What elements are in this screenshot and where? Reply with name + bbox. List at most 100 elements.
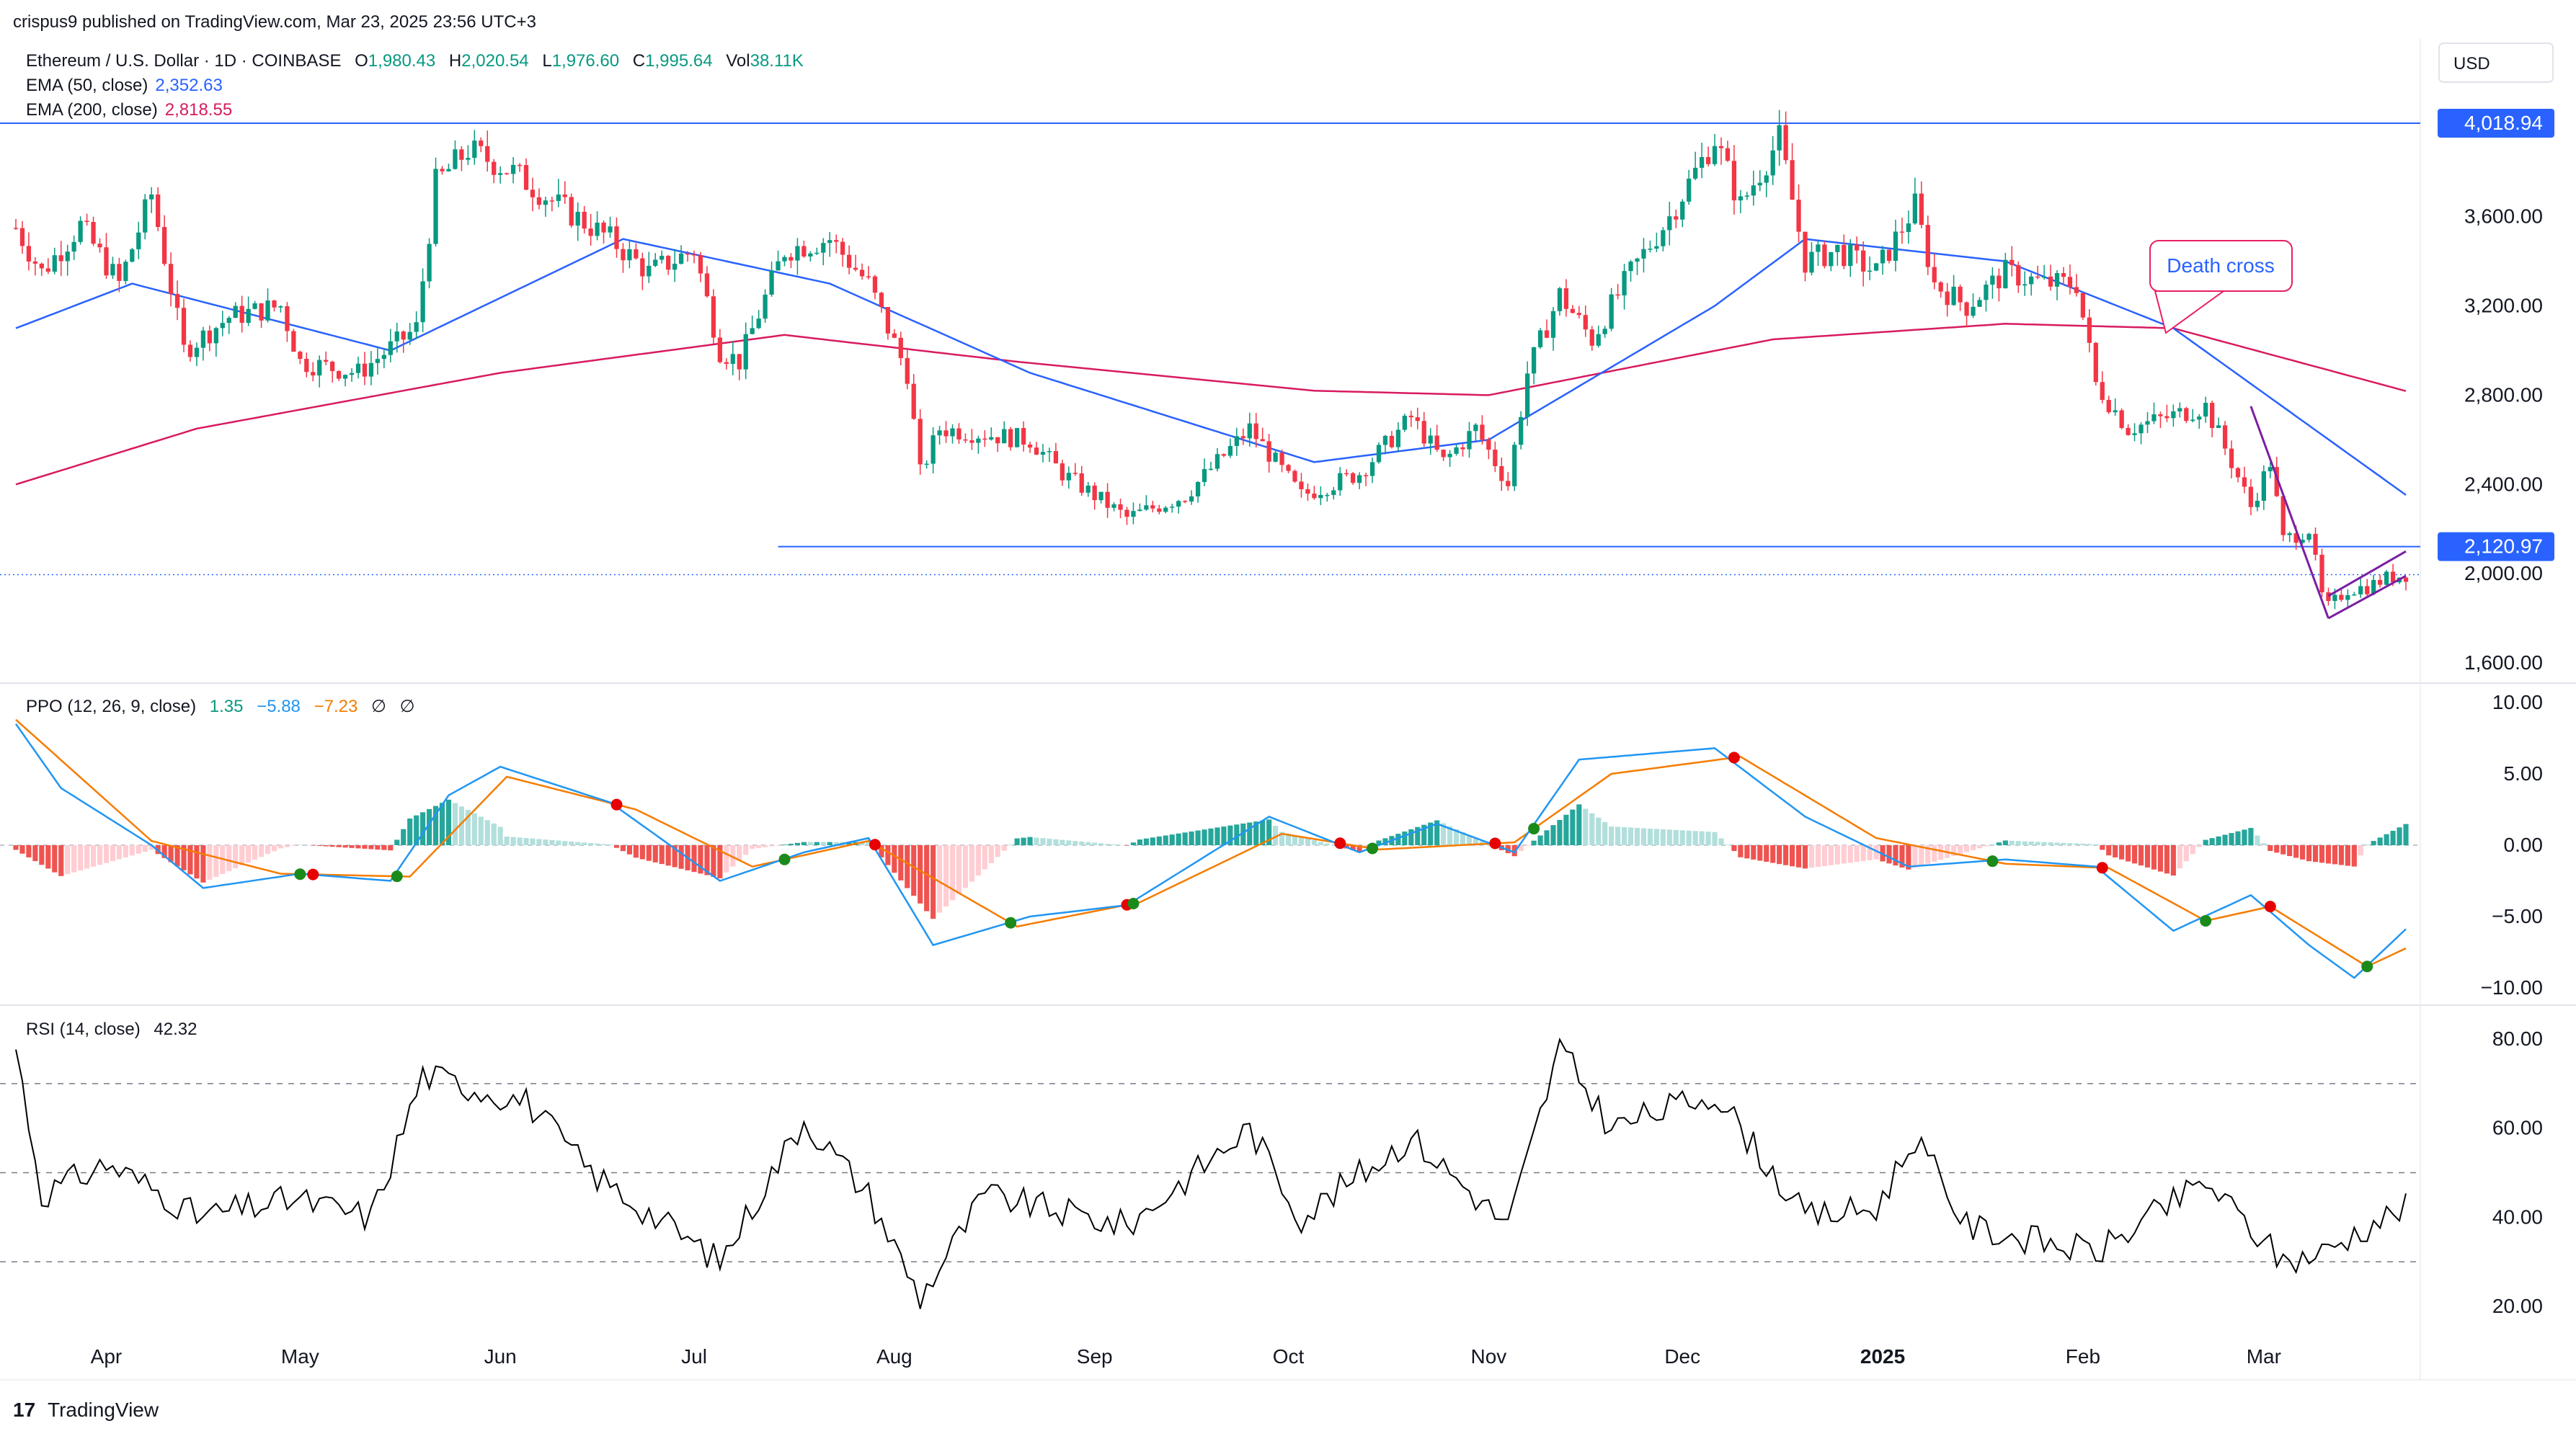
candle-body[interactable] (1777, 125, 1782, 151)
candle-body[interactable] (2242, 477, 2247, 487)
candle-body[interactable] (931, 435, 936, 464)
candle-body[interactable] (2216, 425, 2221, 428)
candle-body[interactable] (1886, 249, 1892, 261)
candle-body[interactable] (1195, 481, 1201, 496)
candle-body[interactable] (1124, 509, 1129, 517)
candle-body[interactable] (2222, 425, 2228, 449)
candle-body[interactable] (517, 164, 523, 166)
candle-body[interactable] (1292, 471, 1297, 482)
candle-body[interactable] (1131, 511, 1136, 517)
candle-body[interactable] (2300, 540, 2305, 543)
candle-body[interactable] (821, 243, 826, 253)
candle-body[interactable] (1519, 416, 1524, 445)
candle-body[interactable] (1506, 481, 1511, 486)
candle-body[interactable] (1338, 473, 1343, 491)
candle-body[interactable] (1687, 178, 1692, 202)
candle-body[interactable] (52, 255, 57, 272)
candle-body[interactable] (117, 264, 122, 281)
candle-body[interactable] (1848, 244, 1853, 267)
candle-body[interactable] (834, 240, 839, 242)
candle-body[interactable] (866, 276, 871, 277)
candle-body[interactable] (2087, 317, 2092, 343)
candle-body[interactable] (1325, 494, 1330, 496)
candle-body[interactable] (2306, 533, 2311, 540)
candle-body[interactable] (2126, 427, 2131, 435)
candle-body[interactable] (956, 428, 961, 440)
candle-body[interactable] (194, 347, 200, 357)
candle-body[interactable] (2352, 594, 2357, 596)
candle-body[interactable] (1098, 491, 1103, 501)
candle-body[interactable] (647, 265, 652, 277)
candle-body[interactable] (2326, 592, 2331, 602)
candle-body[interactable] (1525, 373, 1530, 417)
candle-body[interactable] (1738, 196, 1744, 201)
candle-body[interactable] (1376, 445, 1382, 463)
candle-body[interactable] (446, 169, 451, 171)
candle-body[interactable] (608, 226, 613, 233)
wedge-lower-line[interactable] (2327, 574, 2407, 620)
candle-body[interactable] (1693, 167, 1698, 179)
candle-body[interactable] (1002, 429, 1007, 444)
candle-body[interactable] (1667, 216, 1672, 231)
candles[interactable] (13, 110, 2409, 610)
candle-body[interactable] (2009, 259, 2015, 265)
candle-body[interactable] (569, 197, 574, 226)
candle-body[interactable] (614, 226, 619, 249)
candle-body[interactable] (1873, 263, 1879, 271)
candle-body[interactable] (375, 359, 381, 363)
candle-body[interactable] (1861, 250, 1866, 272)
candle-body[interactable] (1557, 288, 1563, 311)
candle-body[interactable] (937, 430, 942, 436)
candle-body[interactable] (704, 273, 710, 297)
candle-body[interactable] (291, 331, 296, 352)
candle-body[interactable] (989, 437, 994, 440)
candle-body[interactable] (2184, 408, 2189, 422)
rsi-line[interactable] (15, 1037, 2407, 1309)
candle-body[interactable] (1279, 453, 1284, 465)
candle-body[interactable] (1537, 330, 1543, 347)
candle-body[interactable] (782, 257, 787, 262)
candle-body[interactable] (2119, 410, 2124, 428)
candle-body[interactable] (879, 293, 884, 308)
candle-body[interactable] (1428, 435, 1433, 444)
candle-body[interactable] (1751, 185, 1756, 196)
candle-body[interactable] (1351, 473, 1356, 483)
wedge-pole-line[interactable] (2249, 406, 2329, 619)
candle-body[interactable] (1912, 193, 1918, 224)
candle-body[interactable] (892, 333, 897, 338)
candle-body[interactable] (65, 251, 70, 262)
candle-body[interactable] (536, 197, 542, 205)
candle-body[interactable] (1047, 451, 1052, 453)
candle-body[interactable] (1544, 330, 1550, 338)
candle-body[interactable] (2235, 468, 2241, 478)
candle-body[interactable] (814, 252, 820, 254)
candle-body[interactable] (440, 169, 445, 171)
candle-body[interactable] (1441, 450, 1446, 458)
candle-body[interactable] (1699, 156, 1705, 168)
ppo-histogram[interactable] (13, 799, 2409, 919)
candle-body[interactable] (2261, 471, 2266, 501)
candle-body[interactable] (200, 330, 206, 348)
candle-body[interactable] (207, 330, 213, 344)
candle-body[interactable] (2378, 579, 2383, 585)
candle-body[interactable] (685, 253, 690, 255)
candle-body[interactable] (1369, 462, 1375, 476)
candle-body[interactable] (1576, 313, 1581, 316)
candle-body[interactable] (1221, 454, 1227, 456)
candle-body[interactable] (543, 200, 548, 205)
candle-body[interactable] (1842, 244, 1847, 267)
candle-body[interactable] (97, 244, 102, 248)
candle-body[interactable] (1977, 300, 1982, 307)
candle-body[interactable] (2203, 403, 2208, 417)
candle-body[interactable] (2190, 419, 2195, 422)
candle-body[interactable] (1137, 509, 1142, 512)
candle-body[interactable] (1964, 302, 1969, 316)
candle-body[interactable] (136, 232, 141, 249)
candle-body[interactable] (472, 141, 477, 159)
candle-body[interactable] (918, 419, 923, 465)
candle-body[interactable] (504, 173, 510, 174)
candle-body[interactable] (149, 194, 154, 200)
candle-body[interactable] (1635, 258, 1640, 262)
candle-body[interactable] (58, 255, 63, 262)
candle-body[interactable] (1971, 306, 1976, 316)
